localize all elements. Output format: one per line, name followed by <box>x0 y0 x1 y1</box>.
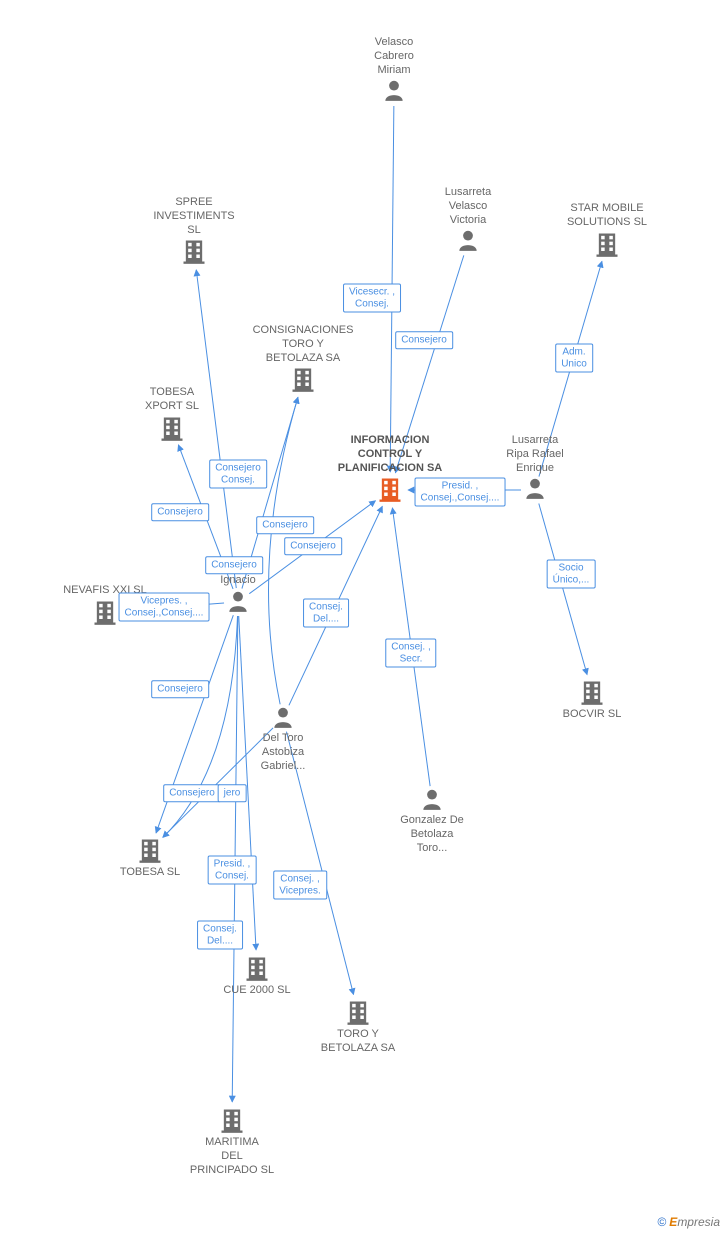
node-maritima: MARITIMA DEL PRINCIPADO SL <box>172 1106 292 1177</box>
edge-ignacio-to-consig <box>242 397 298 588</box>
node-label: Del Toro Astobiza Gabriel... <box>223 732 343 773</box>
edge-ignacio-to-tobesa <box>163 616 238 837</box>
edge-label: Consejero <box>395 331 453 349</box>
edge-label: Consej. Del.... <box>197 921 243 950</box>
node-label: TOBESA XPORT SL <box>112 386 232 414</box>
node-lusarretaV: Lusarreta Velasco Victoria <box>408 184 528 255</box>
node-centro: INFORMACION CONTROL Y PLANIFICACION SA <box>330 432 450 505</box>
edge-ignacio-to-nevafis <box>123 603 224 611</box>
node-label: TOBESA SL <box>90 866 210 880</box>
edge-velasco-to-centro <box>390 106 394 472</box>
node-label: Lusarreta Ripa Rafael Enrique <box>475 434 595 475</box>
edge-label: Presid. , Consej. <box>208 856 257 885</box>
node-ignacio: Ignacio <box>178 572 298 616</box>
node-torobet: TORO Y BETOLAZA SA <box>298 998 418 1056</box>
node-label: MARITIMA DEL PRINCIPADO SL <box>172 1136 292 1177</box>
edge-label: Consejero <box>151 503 209 521</box>
edge-ignacio-to-maritima <box>232 616 238 1102</box>
node-label: Velasco Cabrero Miriam <box>334 36 454 77</box>
edge-deltoro-to-consig <box>269 397 298 704</box>
node-tobesaX: TOBESA XPORT SL <box>112 384 232 444</box>
node-label: Lusarreta Velasco Victoria <box>408 186 528 227</box>
copyright: ©Empresia <box>657 1215 720 1229</box>
edge-ignacio-to-centro <box>249 501 375 594</box>
node-gonzalez: Gonzalez De Betolaza Toro... <box>372 786 492 855</box>
node-lusarretaR: Lusarreta Ripa Rafael Enrique <box>475 432 595 503</box>
node-bocvir: BOCVIR SL <box>532 678 652 722</box>
edge-ignacio-to-tobesa <box>156 615 233 833</box>
node-starmobile: STAR MOBILE SOLUTIONS SL <box>547 200 667 260</box>
edge-label: Consejero <box>151 680 209 698</box>
edge-ignacio-to-spree <box>196 270 236 588</box>
edge-deltoro-to-centro <box>289 506 382 705</box>
edge-label: Adm. Unico <box>555 344 593 373</box>
node-velasco: Velasco Cabrero Miriam <box>334 34 454 105</box>
edge-label: Vicesecr. , Consej. <box>343 284 401 313</box>
edge-gonzalez-to-centro <box>392 508 430 786</box>
node-cue2000: CUE 2000 SL <box>197 954 317 998</box>
edge-label: Vicepres. , Consej.,Consej.... <box>119 593 210 622</box>
edge-label: Consejero <box>205 556 263 574</box>
node-label: SPREE INVESTIMENTS SL <box>134 196 254 237</box>
edge-lusarretaR-to-starmobile <box>539 261 602 476</box>
edge-label: Consej. , Secr. <box>385 639 436 668</box>
node-label: NEVAFIS XXI SL <box>45 584 165 598</box>
edge-ignacio-to-cue2000 <box>239 616 256 950</box>
node-label: CUE 2000 SL <box>197 984 317 998</box>
node-label: CONSIGNACIONES TORO Y BETOLAZA SA <box>243 324 363 365</box>
edge-label: Consejero Consej. <box>209 460 267 489</box>
node-label: TORO Y BETOLAZA SA <box>298 1028 418 1056</box>
node-label: Ignacio <box>178 574 298 588</box>
node-label: INFORMACION CONTROL Y PLANIFICACION SA <box>330 434 450 475</box>
edge-label: jero <box>218 784 247 802</box>
edge-label: Presid. , Consej.,Consej.... <box>415 478 506 507</box>
edge-deltoro-to-torobet <box>286 732 353 995</box>
node-label: BOCVIR SL <box>532 708 652 722</box>
edge-label: Consejero <box>284 537 342 555</box>
node-spree: SPREE INVESTIMENTS SL <box>134 194 254 267</box>
edge-label: Consej. Del.... <box>303 599 349 628</box>
node-consig: CONSIGNACIONES TORO Y BETOLAZA SA <box>243 322 363 395</box>
edges-layer <box>0 0 728 1235</box>
node-label: STAR MOBILE SOLUTIONS SL <box>547 202 667 230</box>
edge-deltoro-to-tobesa <box>163 728 273 837</box>
edge-label: Consej. , Vicepres. <box>273 871 327 900</box>
edge-label: Consejero <box>163 784 221 802</box>
edge-ignacio-to-tobesaX <box>178 445 233 589</box>
node-tobesa: TOBESA SL <box>90 836 210 880</box>
edge-lusarretaR-to-bocvir <box>539 503 587 674</box>
node-label: Gonzalez De Betolaza Toro... <box>372 814 492 855</box>
node-deltoro: Del Toro Astobiza Gabriel... <box>223 704 343 773</box>
edge-lusarretaV-to-centro <box>395 255 463 472</box>
edge-label: Socio Único,... <box>547 560 596 589</box>
edge-label: Consejero <box>256 516 314 534</box>
node-nevafis: NEVAFIS XXI SL <box>45 582 165 628</box>
